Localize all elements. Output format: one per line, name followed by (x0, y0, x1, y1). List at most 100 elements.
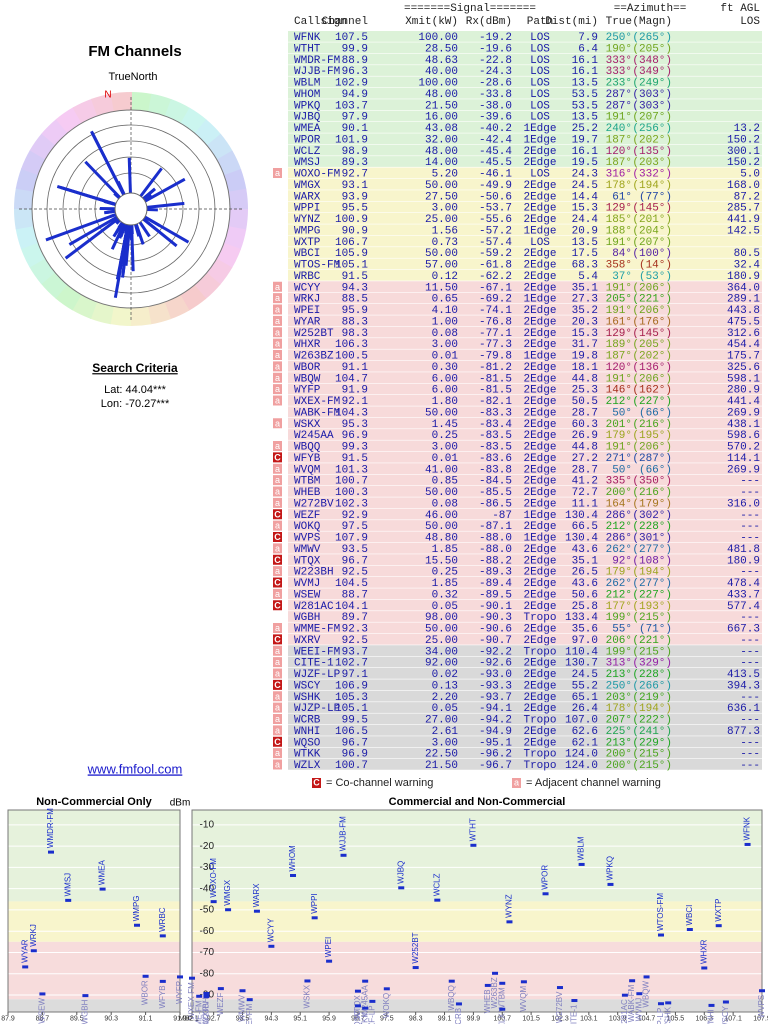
warning-flag (273, 463, 282, 474)
warning-flag-text: a (275, 714, 280, 724)
warning-flag-text: a (275, 669, 280, 679)
x-tick-label: 92.1 (185, 1015, 199, 1022)
station-label: WXRV (202, 1000, 211, 1024)
table-cell: Tropo (523, 715, 556, 727)
station-mark (499, 981, 506, 985)
station-label: WEEI-FM (245, 1003, 254, 1024)
x-axis-unit: MHz (179, 1015, 194, 1022)
table-cell: 0.13 (432, 680, 458, 692)
compass-ring (130, 92, 153, 112)
table-cell: 84° (612, 248, 632, 260)
station-mark (744, 842, 751, 846)
table-cell: 16.00 (425, 112, 458, 124)
compass-ring (72, 98, 99, 124)
table-row (288, 565, 762, 577)
table-cell: WTQX (294, 555, 321, 567)
station-mark (542, 892, 549, 896)
table-cell: 2Edge (523, 305, 556, 317)
table-cell: 191° (606, 282, 632, 294)
table-cell: --- (740, 521, 760, 533)
warning-flag-text: C (274, 509, 281, 519)
x-tick-label: 95.1 (293, 1015, 307, 1022)
station-mark (48, 850, 54, 854)
table-cell: 289.1 (727, 294, 760, 306)
table-cell: (71°) (639, 624, 672, 636)
table-cell: 413.5 (727, 669, 760, 681)
table-cell: WEZF (294, 510, 320, 522)
table-cell: 105.1 (335, 260, 368, 272)
table-cell: WQSO (294, 737, 321, 749)
table-cell: 443.8 (727, 305, 760, 317)
table-cell: 95.9 (342, 305, 368, 317)
table-cell: 105.9 (335, 248, 368, 260)
table-cell: 2Edge (523, 362, 556, 374)
warning-flag-text: a (275, 498, 280, 508)
table-cell: -83.4 (479, 419, 512, 431)
compass-ring (14, 187, 34, 210)
table-row (288, 724, 762, 736)
table-cell: 1.85 (432, 578, 458, 590)
table-cell: 104.5 (335, 578, 368, 590)
warning-flag-text: C (274, 737, 281, 747)
site-link[interactable]: www.fmfool.com (87, 761, 183, 776)
table-cell: -94.1 (479, 703, 512, 715)
header-group: =======Signal======= (404, 3, 536, 15)
table-cell: 0.73 (432, 237, 458, 249)
table-cell: 191° (606, 442, 632, 454)
x-tick-label: 100.7 (493, 1015, 511, 1022)
table-cell: 104.1 (335, 601, 368, 613)
table-cell: --- (740, 487, 760, 499)
chart-title-bg (377, 796, 577, 808)
compass-ring (129, 306, 152, 326)
table-cell: WVQM (294, 464, 320, 476)
x-tick-label: 101.5 (522, 1015, 540, 1022)
station-label: WTOS-FM (656, 893, 665, 931)
table-cell: 191° (606, 112, 632, 124)
compass-ring (194, 119, 222, 147)
warning-flag-text: C (274, 600, 281, 610)
table-cell: (202°) (632, 351, 672, 363)
table-cell: 233° (606, 78, 632, 90)
table-cell: WHOM (294, 89, 320, 101)
table-cell: -92.2 (479, 646, 512, 658)
station-mark (686, 927, 693, 931)
warning-flag-text: a (275, 373, 280, 383)
table-cell: 50° (612, 464, 632, 476)
station-label: WTHT (469, 818, 478, 841)
chart-title-bg (27, 796, 161, 808)
compass-ring (223, 168, 247, 193)
table-cell: -61.8 (479, 260, 512, 272)
table-cell: WFYB (294, 453, 321, 465)
column-header: LOS (740, 16, 760, 28)
table-cell: 102.7 (335, 658, 368, 670)
warning-flag (273, 759, 282, 770)
warning-flag-text: a (275, 703, 280, 713)
table-cell: 2.61 (432, 726, 459, 738)
station-label: WJJB-FM (339, 816, 348, 851)
station-mark (643, 975, 650, 979)
table-cell: 93.1 (342, 180, 369, 192)
station-label: WSEW (38, 997, 47, 1023)
station-mark (354, 1004, 361, 1008)
table-cell: 6.00 (432, 385, 458, 397)
warning-flag-text: C (274, 555, 281, 565)
warning-flag (273, 634, 282, 645)
table-cell: 161° (606, 316, 632, 328)
table-cell: 93.7 (342, 646, 368, 658)
table-cell: -93.0 (479, 669, 512, 681)
table-cell: 2Edge (523, 498, 556, 510)
table-cell: 287° (606, 89, 632, 101)
table-cell: 34.00 (425, 646, 458, 658)
station-label: WARX (252, 883, 261, 907)
table-row (288, 486, 762, 497)
table-cell: 287° (606, 100, 632, 112)
station-mark (665, 1001, 672, 1005)
table-row (288, 633, 762, 645)
warning-flag (273, 668, 282, 679)
table-cell: WJJB-FM (294, 66, 340, 78)
table-cell: 212° (606, 589, 632, 601)
table-cell: (207°) (632, 112, 672, 124)
table-row (288, 645, 762, 657)
table-cell: -81.5 (479, 373, 512, 385)
